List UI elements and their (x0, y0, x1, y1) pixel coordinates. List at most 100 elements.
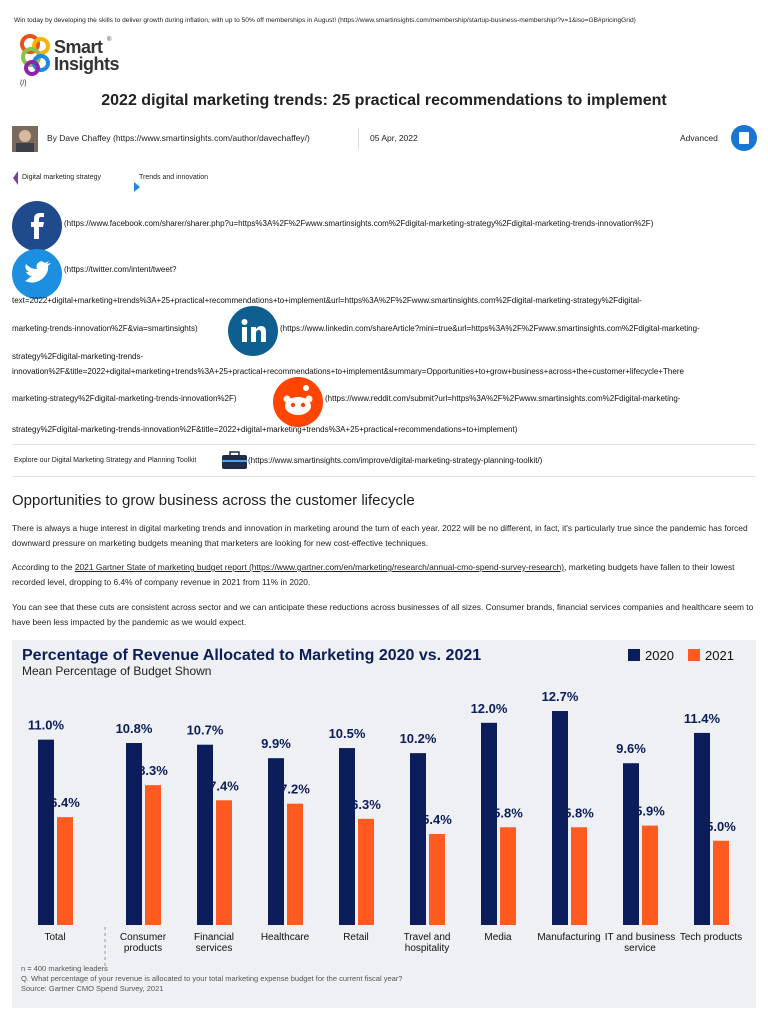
value-label: 8.3% (138, 763, 168, 778)
value-label: 6.4% (50, 795, 80, 810)
bar (287, 803, 303, 925)
x-tick-label: Manufacturing (537, 932, 601, 943)
chart-note: n = 400 marketing leaders (21, 964, 108, 973)
breadcrumb[interactable]: Trends and innovation (139, 174, 209, 181)
logo-mark: ® (107, 37, 112, 43)
chart-note: Source: Gartner CMO Spend Survey, 2021 (21, 984, 164, 993)
logo-text[interactable]: Smart (54, 37, 103, 57)
x-tick-label: Media (484, 932, 512, 943)
value-label: 7.4% (209, 778, 239, 793)
reddit-icon[interactable] (273, 377, 323, 427)
bar (571, 827, 587, 925)
link[interactable]: 2021 Gartner State of marketing budget r… (74, 562, 565, 572)
value-label: 12.0% (471, 701, 508, 716)
chart-canvas: Percentage of Revenue Allocated to Marke… (22, 647, 736, 970)
value-label: 5.8% (564, 805, 594, 820)
chart: Percentage of Revenue Allocated to Marke… (12, 640, 756, 1008)
value-label: 12.7% (542, 689, 579, 704)
separator (12, 444, 756, 445)
bar (642, 825, 658, 925)
bar (216, 800, 232, 925)
publish-date: 05 Apr, 2022 (370, 133, 418, 143)
section-heading: Opportunities to grow business across th… (12, 492, 415, 509)
x-tick-label: Total (44, 932, 66, 943)
bar (126, 743, 142, 925)
bar (410, 753, 426, 925)
logo-icon[interactable] (18, 33, 54, 77)
x-tick-label: Consumer products (119, 932, 167, 954)
logo-text[interactable]: Insights (54, 54, 120, 74)
bar (145, 785, 161, 925)
share-link[interactable]: (https://www.reddit.com/submit?url=https… (325, 394, 681, 403)
share-link[interactable]: strategy%2Fdigital-marketing-trends- (12, 352, 144, 361)
share-link[interactable]: (https://www.linkedin.com/shareArticle?m… (280, 324, 700, 333)
toolkit-link[interactable]: (https://www.smartinsights.com/improve/d… (248, 456, 543, 465)
value-label: 9.9% (261, 736, 291, 751)
author-avatar (12, 126, 38, 152)
x-tick-label: Financial services (193, 932, 235, 954)
breadcrumb-arrow (134, 182, 140, 192)
separator (12, 476, 756, 477)
legend-label: 2020 (645, 648, 674, 663)
value-label: 7.2% (280, 782, 310, 797)
logo-link[interactable]: (/) (20, 80, 27, 87)
share-link[interactable]: (https://twitter.com/intent/tweet? (64, 265, 177, 274)
value-label: 10.8% (116, 721, 153, 736)
x-tick-label: Retail (343, 932, 369, 943)
value-label: 5.0% (706, 819, 736, 834)
share-link[interactable]: text=2022+digital+marketing+trends%3A+25… (12, 296, 642, 305)
bar (694, 732, 710, 925)
bar (339, 748, 355, 925)
toolkit-label[interactable]: Explore our Digital Marketing Strategy a… (14, 457, 197, 464)
value-label: 5.8% (493, 805, 523, 820)
x-tick-label: Travel and hospitality (403, 932, 451, 954)
bar (713, 840, 729, 925)
bar (57, 817, 73, 925)
legend-swatch (688, 649, 700, 661)
bar (358, 818, 374, 925)
linkedin-icon[interactable] (228, 306, 278, 356)
breadcrumb[interactable]: Digital marketing strategy (22, 174, 101, 181)
value-label: 5.9% (635, 804, 665, 819)
text: , marketing budgets have fallen to their… (12, 562, 735, 587)
facebook-icon[interactable] (12, 201, 62, 251)
bar (552, 711, 568, 925)
bar (623, 763, 639, 925)
paragraph: You can see that these cuts are consiste… (12, 602, 754, 627)
value-label: 10.2% (400, 731, 437, 746)
bar (268, 758, 284, 925)
toolkit-icon[interactable] (221, 451, 248, 470)
chart-subtitle: Mean Percentage of Budget Shown (22, 664, 211, 678)
paragraph: According to the 2021 Gartner State of m… (12, 560, 756, 590)
legend-label: 2021 (705, 648, 734, 663)
text: According to the (12, 562, 75, 572)
twitter-icon[interactable] (12, 249, 62, 299)
value-label: 9.6% (616, 741, 646, 756)
chart-title: Percentage of Revenue Allocated to Marke… (22, 647, 481, 664)
level-icon (731, 125, 757, 151)
bar (197, 744, 213, 925)
promo-banner[interactable]: Win today by developing the skills to de… (14, 17, 636, 24)
bar (481, 722, 497, 925)
share-link[interactable]: marketing-strategy%2Fdigital-marketing-t… (12, 394, 237, 403)
value-label: 6.3% (351, 797, 381, 812)
share-link[interactable]: marketing-trends-innovation%2F&via=smart… (12, 324, 198, 333)
legend-swatch (628, 649, 640, 661)
bar (38, 739, 54, 925)
breadcrumb-arrow (13, 171, 18, 185)
share-link[interactable]: strategy%2Fdigital-marketing-trends-inno… (12, 425, 518, 434)
chart-note: Q. What percentage of your revenue is al… (21, 974, 403, 983)
author[interactable]: By Dave Chaffey (https://www.smartinsigh… (47, 133, 310, 143)
paragraph: There is always a huge interest in digit… (12, 523, 748, 548)
value-label: 11.4% (684, 711, 721, 726)
x-tick-label: IT and business service (604, 932, 676, 954)
value-label: 10.7% (187, 723, 224, 738)
bar (429, 834, 445, 925)
divider (358, 128, 359, 150)
share-link[interactable]: (https://www.facebook.com/sharer/sharer.… (64, 219, 654, 228)
share-link[interactable]: innovation%2F&title=2022+digital+marketi… (12, 367, 684, 376)
x-tick-label: Healthcare (260, 932, 310, 943)
x-tick-label: Tech products (679, 932, 743, 943)
value-label: 5.4% (422, 812, 452, 827)
